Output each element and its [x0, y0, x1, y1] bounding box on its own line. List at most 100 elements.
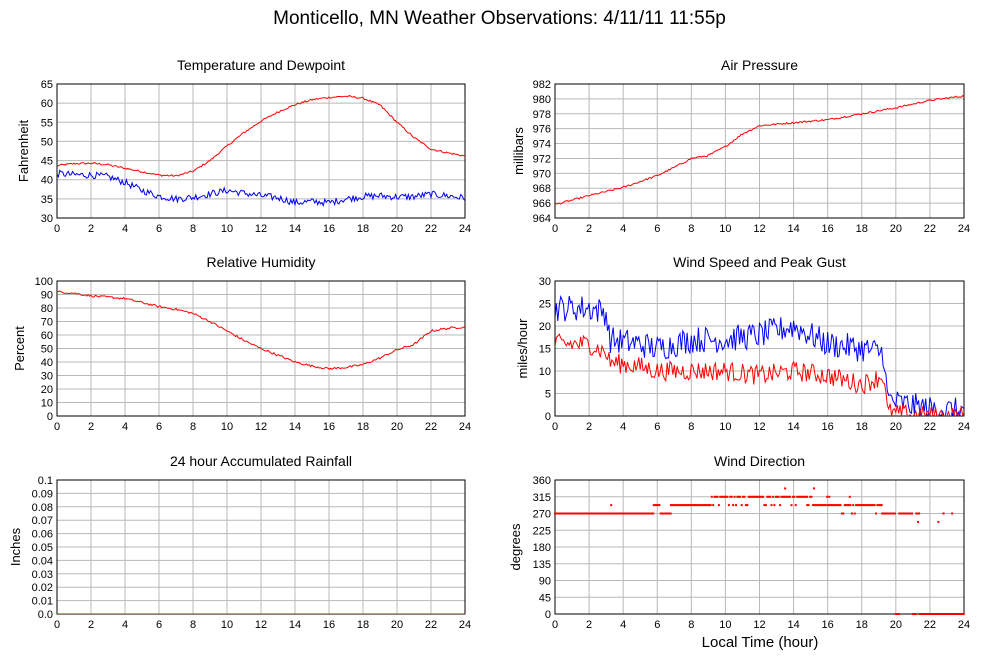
x-tick-label: 6 [654, 223, 660, 235]
data-point [898, 512, 901, 515]
data-point [960, 613, 962, 615]
plot-frame [554, 83, 965, 219]
data-point [622, 512, 625, 515]
x-tick-label: 0 [54, 619, 60, 631]
y-tick-label: 30 [41, 371, 53, 383]
data-point [569, 512, 572, 515]
data-point [923, 613, 925, 615]
data-point [835, 504, 838, 507]
data-point [666, 512, 669, 515]
data-point [820, 504, 823, 507]
x-tick-label: 10 [719, 223, 731, 235]
data-point [616, 512, 619, 515]
data-point [754, 495, 757, 498]
data-point [945, 613, 948, 615]
y-tick-label: 980 [533, 94, 551, 106]
data-point [786, 495, 789, 498]
y-tick-label: 978 [533, 109, 551, 121]
x-tick-label: 6 [156, 223, 162, 235]
data-point [777, 495, 780, 498]
data-point [924, 613, 927, 615]
data-point [668, 512, 671, 515]
data-point [652, 504, 655, 507]
x-tick-label: 24 [459, 619, 471, 631]
y-tick-label: 135 [533, 559, 551, 571]
data-point [828, 504, 831, 507]
data-point [937, 613, 940, 615]
data-point [767, 495, 770, 498]
data-point [665, 512, 668, 515]
x-tick-label: 20 [391, 619, 403, 631]
data-point [695, 504, 698, 507]
page-title: Monticello, MN Weather Observations: 4/1… [273, 8, 726, 29]
data-point [840, 512, 843, 515]
x-tick-label: 0 [54, 223, 60, 235]
data-point [850, 512, 853, 515]
y-tick-label: 360 [533, 475, 551, 487]
data-point [950, 613, 952, 615]
data-point [682, 504, 685, 507]
data-point [753, 495, 756, 498]
x-tick-label: 18 [357, 223, 369, 235]
series-line [555, 333, 964, 416]
x-tick-label: 0 [552, 421, 558, 433]
data-point [613, 512, 616, 515]
data-point [742, 495, 745, 498]
x-tick-label: 12 [753, 421, 765, 433]
x-tick-label: 6 [156, 619, 162, 631]
y-tick-label: 0.05 [32, 542, 53, 554]
data-point [688, 504, 691, 507]
data-point [675, 504, 678, 507]
data-point [891, 512, 894, 515]
data-point [776, 495, 779, 498]
data-point [709, 504, 712, 507]
data-point [942, 613, 945, 615]
data-point [897, 613, 900, 615]
series-line [57, 169, 465, 207]
y-tick-label: 0 [545, 411, 551, 423]
data-point [598, 512, 601, 515]
x-tick-label: 24 [459, 223, 471, 235]
data-point [789, 495, 791, 498]
data-point [925, 613, 928, 615]
x-tick-label: 8 [190, 421, 196, 433]
data-point [899, 512, 902, 515]
x-tick-label: 4 [122, 223, 128, 235]
data-point [958, 613, 961, 615]
x-tick-label: 18 [357, 619, 369, 631]
data-point [564, 512, 566, 515]
data-point [882, 512, 885, 515]
y-tick-label: 0.02 [32, 582, 53, 594]
data-point [790, 504, 793, 507]
data-point [596, 512, 599, 515]
x-tick-label: 20 [890, 619, 902, 631]
y-tick-label: 976 [533, 124, 551, 136]
y-tick-label: 270 [533, 509, 551, 521]
data-point [784, 487, 787, 490]
data-point [706, 504, 709, 507]
data-point [677, 504, 679, 507]
data-point [647, 512, 650, 515]
y-tick-label: 982 [533, 79, 551, 91]
data-point [829, 504, 832, 507]
data-point [723, 495, 726, 498]
data-point [832, 504, 835, 507]
y-tick-label: 90 [539, 576, 551, 588]
data-point [914, 613, 917, 615]
x-tick-label: 20 [391, 223, 403, 235]
data-point [884, 512, 886, 515]
data-point [826, 504, 829, 507]
data-point [661, 512, 664, 515]
data-point [669, 512, 672, 515]
data-point [696, 504, 699, 507]
data-point [892, 512, 895, 515]
data-point [940, 613, 942, 615]
data-point [764, 504, 767, 507]
data-point [685, 504, 688, 507]
y-tick-label: 90 [41, 290, 53, 302]
data-point [813, 504, 816, 507]
y-tick-label: 968 [533, 183, 551, 195]
data-point [576, 512, 579, 515]
data-point [796, 495, 799, 498]
